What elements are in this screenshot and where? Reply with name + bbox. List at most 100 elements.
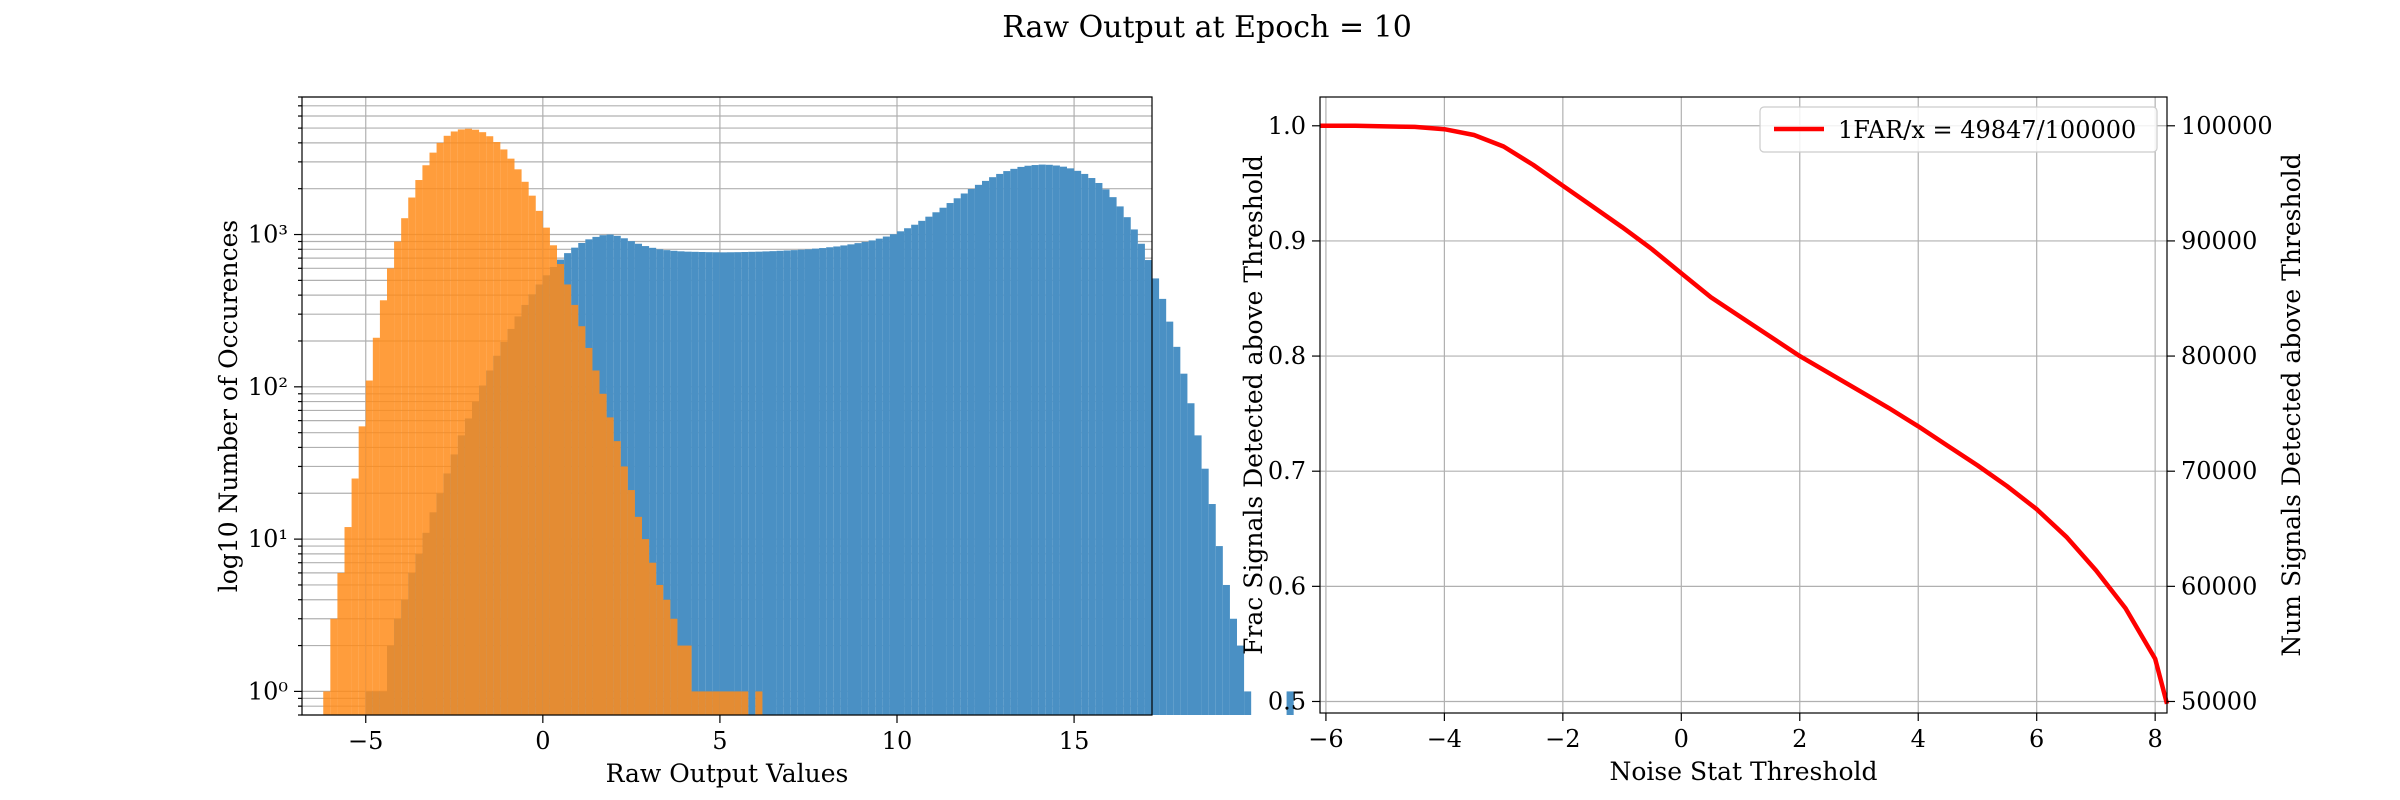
histogram-bar [663, 250, 671, 715]
histogram-bar [571, 304, 579, 715]
histogram-bar [741, 691, 749, 715]
histogram-bar [953, 198, 961, 716]
histogram-panel: −5 0 5 10 15 10⁰ 10¹ 10² 10³ Raw Output Values l… [214, 96, 1294, 788]
histogram-x-tick-label: 5 [712, 727, 727, 755]
histogram-bar [450, 131, 458, 715]
histogram-bar [564, 284, 572, 715]
histogram-bar [712, 691, 720, 715]
histogram-bar [443, 135, 451, 716]
histogram-bar [705, 252, 713, 715]
histogram-x-tick-label: 10 [882, 727, 913, 755]
histogram-bar [946, 203, 954, 715]
histogram-bar [500, 149, 508, 716]
legend: 1FAR/x = 49847/100000 [1759, 106, 2158, 153]
histogram-bar [861, 241, 869, 715]
line-chart-y-tick-label: 0.9 [1268, 227, 1306, 255]
histogram-bar [1109, 197, 1117, 716]
histogram-bar [535, 210, 543, 715]
histogram-bar [719, 691, 727, 715]
histogram-bar [401, 218, 409, 715]
histogram-bar [649, 562, 657, 715]
histogram-bar [1173, 346, 1181, 715]
histogram-bar [1010, 168, 1018, 716]
line-chart-ticks: −6 −4 −2 0 2 4 6 8 0.5 0.6 0.7 0.8 0.9 1.0 50000 60000 7… [1268, 112, 2273, 753]
histogram-bar [989, 177, 997, 715]
histogram-bar [677, 251, 685, 715]
histogram-bar [585, 347, 593, 715]
line-chart-right-y-tick-label: 100000 [2181, 112, 2273, 140]
histogram-bar [889, 234, 897, 716]
histogram-bar [691, 251, 699, 715]
histogram-bar [1208, 504, 1216, 715]
histogram-bar [415, 180, 423, 715]
histogram-bar [712, 252, 720, 715]
histogram-bar [1286, 691, 1294, 715]
line-chart-y-tick-label: 0.7 [1268, 457, 1306, 485]
histogram-bar [422, 165, 430, 716]
histogram-bar [1215, 546, 1223, 715]
line-chart-x-tick-label: 8 [2148, 725, 2163, 753]
histogram-bar [344, 527, 352, 715]
histogram-bar [705, 691, 713, 715]
histogram-bar [358, 426, 366, 715]
histogram-bar [1017, 166, 1025, 715]
histogram-bar [1244, 691, 1252, 715]
histogram-bar [634, 243, 642, 715]
histogram-x-tick-label: 0 [535, 727, 550, 755]
histogram-bar [847, 244, 855, 716]
histogram-bar [734, 252, 742, 715]
histogram-bar [372, 337, 380, 715]
histogram-bar [1088, 178, 1096, 715]
histogram-bar [1152, 278, 1160, 715]
histogram-y-tick-label: 10⁰ [248, 677, 288, 705]
line-chart-y-tick-label: 0.8 [1268, 342, 1306, 370]
histogram-bar [578, 326, 586, 715]
histogram-bar [542, 227, 550, 716]
histogram-bar [939, 207, 947, 716]
histogram-bar [698, 251, 706, 716]
histogram-bar [613, 441, 621, 715]
histogram-bar [642, 539, 650, 715]
histogram-bar [1024, 165, 1032, 715]
histogram-bar [932, 212, 940, 715]
histogram-bar [996, 173, 1004, 715]
histogram-bar [1059, 166, 1067, 716]
histogram-bar [528, 195, 536, 715]
histogram-bar [925, 216, 933, 715]
histogram-bar [776, 250, 784, 715]
histogram-bar [472, 129, 480, 715]
histogram-bar [649, 247, 657, 715]
histogram-bar [1130, 229, 1138, 715]
histogram-bar [670, 618, 678, 715]
line-chart-right-y-tick-label: 60000 [2181, 572, 2257, 600]
histogram-bar [457, 129, 465, 715]
histogram-bar [1159, 298, 1167, 715]
histogram-bar [1003, 171, 1011, 715]
line-chart-x-tick-label: −6 [1308, 725, 1343, 753]
histogram-bar [819, 248, 827, 716]
line-chart-y-tick-label: 0.5 [1268, 687, 1306, 715]
histogram-bar [436, 142, 444, 715]
histogram-bar [1201, 468, 1209, 715]
line-chart-right-y-tick-label: 80000 [2181, 342, 2257, 370]
histogram-bar [904, 228, 912, 715]
line-chart-x-tick-label: 4 [1911, 725, 1926, 753]
histogram-bar [812, 248, 820, 715]
histogram-bar [549, 245, 557, 715]
histogram-bar [521, 181, 529, 716]
legend-box [1759, 106, 2158, 153]
histogram-bar [592, 370, 600, 715]
histogram-bar [783, 250, 791, 715]
histogram-bar [833, 246, 841, 716]
histogram-bar [656, 249, 664, 716]
histogram-bar [514, 169, 522, 715]
line-chart-axes-frame [1319, 96, 2168, 714]
histogram-bar [684, 251, 692, 715]
histogram-bar [394, 241, 402, 715]
histogram-bar [1081, 173, 1089, 715]
histogram-bar [1222, 584, 1230, 715]
histogram-bar [656, 584, 664, 715]
histogram-bar [670, 250, 678, 715]
line-chart-grid [1320, 97, 2167, 713]
